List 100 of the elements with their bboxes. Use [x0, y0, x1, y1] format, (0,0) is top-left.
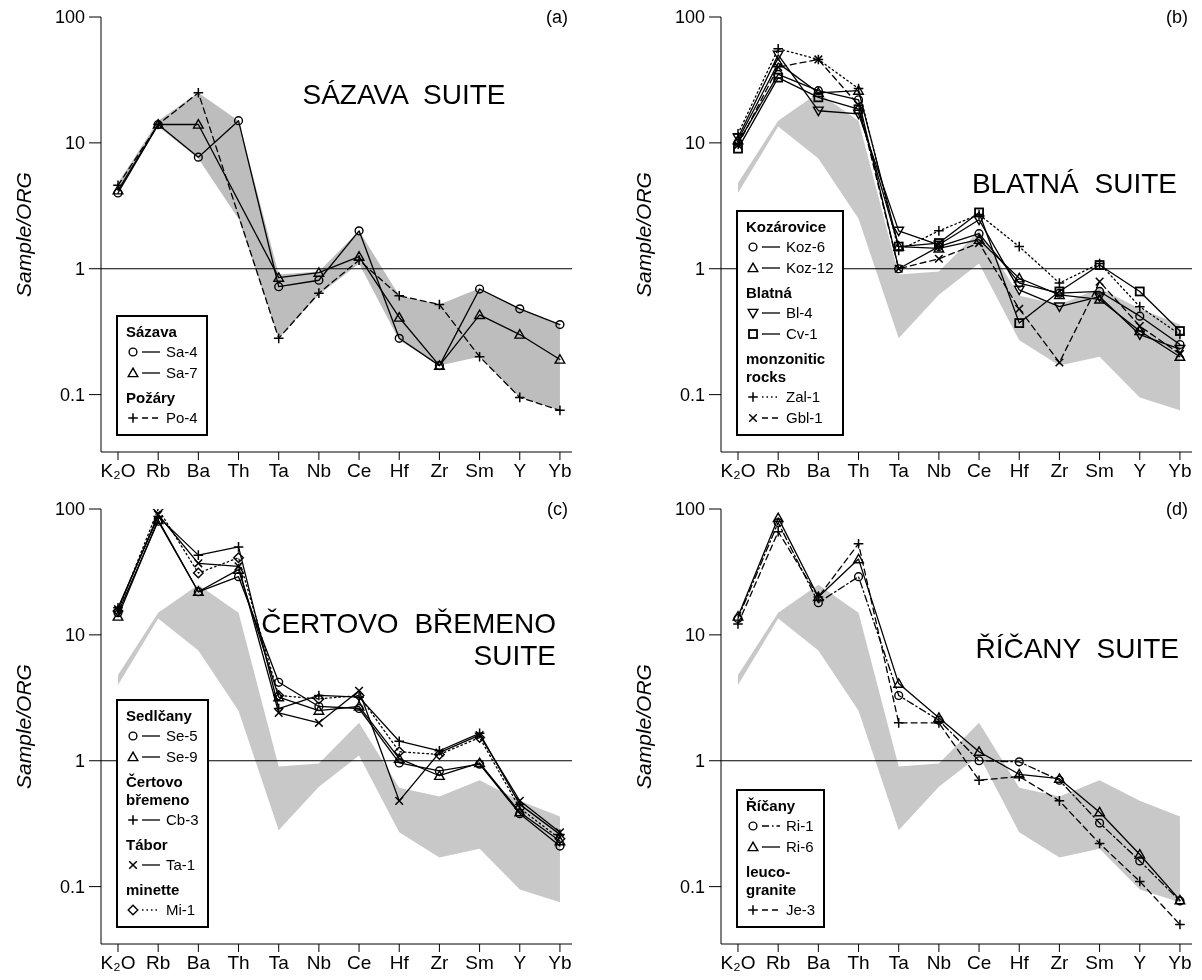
legend-label: Koz-6: [786, 238, 826, 255]
annotation: minette: [126, 881, 181, 899]
y-tick-label: 0.1: [679, 877, 705, 897]
x-tick-label: Th: [847, 952, 870, 974]
x-tick-label: Sm: [465, 952, 494, 974]
annotation: Blatná: [746, 284, 793, 302]
x-tick-label: Y: [513, 460, 527, 482]
legend-label: Se-5: [166, 727, 198, 744]
legend-label: Cb-3: [166, 811, 199, 828]
annotation: Kozárovice: [746, 218, 828, 236]
x-tick-label: Y: [1133, 952, 1147, 974]
y-tick-label: 10: [684, 625, 705, 646]
annotation: Požáry: [126, 389, 177, 407]
x-tick-label: Nb: [926, 460, 952, 482]
x-tick-label: Th: [227, 460, 250, 482]
annotation: Čertovo břemeno: [126, 773, 191, 809]
legend-label: Mi-1: [166, 901, 196, 918]
x-tick-label: Rb: [766, 952, 791, 974]
legend-label: Koz-12: [786, 259, 834, 276]
x-tick-label: Ta: [888, 460, 910, 482]
y-axis-title: Sample/ORG: [632, 172, 656, 297]
text: SÁZAVA SUITE: [302, 78, 506, 110]
y-tick-label: 1: [694, 751, 705, 772]
y-tick-label: 10: [684, 133, 705, 154]
annotation: (a): [546, 7, 568, 28]
x-tick-label: Ba: [186, 460, 211, 482]
text: ČERTOVO BŘEMENO SUITE: [261, 607, 556, 671]
y-tick-label: 10: [64, 625, 85, 646]
x-tick-label: Zr: [430, 952, 450, 974]
legend-label: Bl-4: [786, 304, 813, 321]
legend-label: Po-4: [166, 409, 198, 426]
x-tick-label: K₂O: [100, 952, 136, 974]
x-tick-label: K₂O: [100, 460, 136, 482]
x-tick-label: Zr: [1050, 460, 1070, 482]
legend-label: Ri-6: [786, 838, 814, 855]
legend-label: Gbl-1: [786, 409, 823, 426]
y-tick-label: 0.1: [59, 877, 85, 897]
y-tick-label: 10: [64, 133, 85, 154]
legend-label: Zal-1: [786, 388, 821, 405]
x-tick-label: Ba: [186, 952, 211, 974]
x-tick-label: K₂O: [720, 952, 756, 974]
y-axis-title: Sample/ORG: [632, 664, 656, 789]
legend-label: Ri-1: [786, 817, 814, 834]
x-tick-label: Nb: [926, 952, 952, 974]
y-tick-label: 1: [74, 259, 85, 280]
x-tick-label: Yb: [548, 952, 572, 974]
annotation: Sedlčany: [126, 707, 193, 725]
legend-label: Sa-7: [166, 364, 198, 381]
x-tick-label: Ta: [268, 460, 290, 482]
x-tick-label: Zr: [1050, 952, 1070, 974]
y-tick-label: 0.1: [679, 385, 705, 405]
x-tick-label: Ba: [806, 460, 831, 482]
x-tick-label: Hf: [389, 952, 410, 974]
annotation: Sázava: [126, 323, 178, 341]
x-tick-label: Ta: [268, 952, 290, 974]
legend-label: Je-3: [786, 901, 816, 918]
x-tick-label: Hf: [1009, 460, 1030, 482]
x-tick-label: Ce: [966, 460, 992, 482]
x-tick-label: Ta: [888, 952, 910, 974]
x-tick-label: Th: [847, 460, 870, 482]
x-tick-label: Rb: [146, 952, 171, 974]
annotation: (b): [1166, 7, 1188, 28]
legend-label: Ta-1: [166, 856, 196, 873]
legend-label: Se-9: [166, 748, 198, 765]
text: BLATNÁ SUITE: [971, 167, 1177, 199]
x-tick-label: Y: [1133, 460, 1147, 482]
x-tick-label: Yb: [1168, 460, 1192, 482]
y-tick-label: 100: [54, 499, 85, 520]
y-tick-label: 100: [674, 7, 705, 28]
x-tick-label: Hf: [389, 460, 410, 482]
y-tick-label: 1: [694, 259, 705, 280]
x-tick-label: Zr: [430, 460, 450, 482]
x-tick-label: Yb: [548, 460, 572, 482]
x-tick-label: Ce: [966, 952, 992, 974]
x-tick-label: Ce: [346, 952, 372, 974]
x-tick-label: Rb: [766, 460, 791, 482]
x-tick-label: Sm: [1085, 952, 1114, 974]
x-tick-label: Nb: [306, 460, 332, 482]
x-tick-label: Ba: [806, 952, 831, 974]
y-axis-title: Sample/ORG: [12, 172, 36, 297]
annotation: Tábor: [126, 836, 169, 854]
x-tick-label: Yb: [1168, 952, 1192, 974]
x-tick-label: Sm: [1085, 460, 1114, 482]
x-tick-label: Sm: [465, 460, 494, 482]
y-tick-label: 100: [54, 7, 85, 28]
x-tick-label: Nb: [306, 952, 332, 974]
text: ŘÍČANY SUITE: [975, 632, 1179, 664]
legend-label: Sa-4: [166, 343, 198, 360]
x-tick-label: Hf: [1009, 952, 1030, 974]
annotation: leuco- granite: [746, 863, 797, 899]
y-tick-label: 1: [74, 751, 85, 772]
annotation: Říčany: [746, 797, 797, 815]
legend-label: Cv-1: [786, 325, 818, 342]
annotation: (d): [1166, 499, 1188, 520]
x-tick-label: Y: [513, 952, 527, 974]
y-tick-label: 100: [674, 499, 705, 520]
x-tick-label: Ce: [346, 460, 372, 482]
x-tick-label: K₂O: [720, 460, 756, 482]
annotation: monzonitic rocks: [746, 350, 827, 386]
y-axis-title: Sample/ORG: [12, 664, 36, 789]
